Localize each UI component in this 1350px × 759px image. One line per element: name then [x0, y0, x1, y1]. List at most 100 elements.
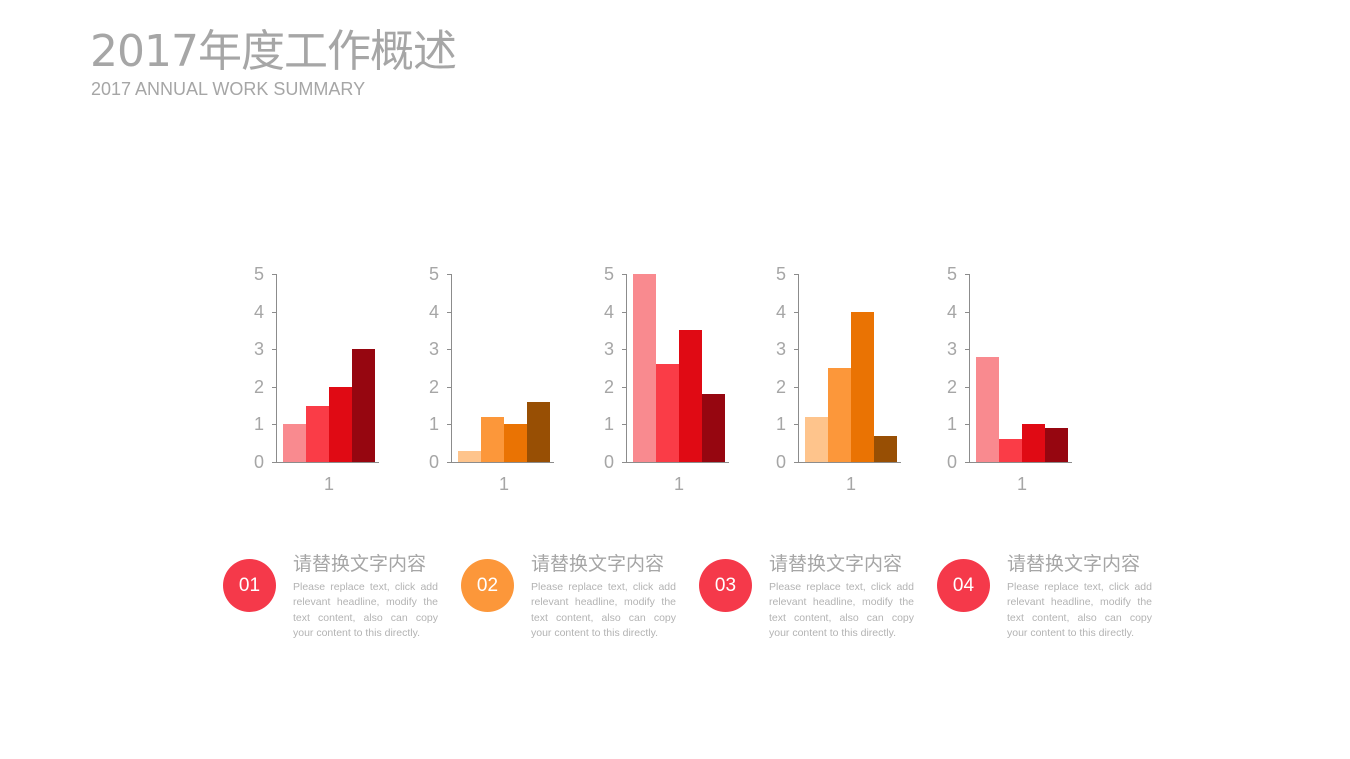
y-tick-label: 1 — [253, 414, 264, 435]
bar-series-1 — [805, 416, 828, 462]
bar-series-3 — [1022, 424, 1045, 462]
y-axis — [276, 274, 277, 463]
x-axis — [969, 462, 1072, 463]
y-axis — [626, 274, 627, 463]
bar-chart-3: 0 1 2 3 4 5 1 — [590, 260, 760, 500]
item-heading: 请替换文字内容 — [1007, 553, 1141, 575]
bar-series-3 — [329, 386, 352, 462]
y-tick-mark — [622, 274, 627, 275]
y-tick-mark — [794, 311, 799, 313]
y-tick-mark — [272, 311, 277, 313]
bar-chart-2: 0 1 2 3 4 5 1 — [415, 260, 585, 500]
item-heading: 请替换文字内容 — [769, 553, 903, 575]
y-tick-label: 1 — [428, 414, 439, 435]
bar-series-3 — [679, 330, 702, 462]
plot-area — [805, 274, 897, 462]
y-tick-mark — [447, 462, 452, 463]
number-badge: 02 — [461, 559, 514, 612]
y-axis — [798, 274, 799, 463]
x-tick-label: 1 — [323, 474, 334, 494]
y-tick-mark — [965, 462, 970, 463]
bar-series-3 — [504, 424, 527, 462]
y-tick-mark — [622, 349, 627, 351]
y-tick-label: 0 — [603, 452, 614, 472]
bar-series-1 — [283, 424, 306, 462]
summary-item-2: 02 请替换文字内容 Please replace text, click ad… — [453, 548, 693, 648]
bar-chart-4: 0 1 2 3 4 5 1 — [762, 260, 932, 500]
y-tick-label: 1 — [603, 414, 614, 435]
y-tick-label: 2 — [775, 376, 786, 397]
y-tick-mark — [622, 462, 627, 463]
bar-series-4 — [527, 401, 550, 462]
y-tick-label: 5 — [946, 264, 957, 284]
y-tick-label: 4 — [253, 301, 264, 322]
bar-series-4 — [874, 435, 897, 462]
number-badge: 01 — [223, 559, 276, 612]
y-tick-mark — [272, 274, 277, 275]
summary-item-1: 01 请替换文字内容 Please replace text, click ad… — [215, 548, 455, 648]
bar-chart-5: 0 1 2 3 4 5 1 — [933, 260, 1103, 500]
item-description: Please replace text, click add relevant … — [531, 581, 676, 640]
bar-series-4 — [1045, 428, 1068, 462]
item-description: Please replace text, click add relevant … — [293, 581, 438, 640]
y-tick-mark — [965, 386, 970, 388]
page-subtitle: 2017 ANNUAL WORK SUMMARY — [91, 79, 366, 99]
y-tick-mark — [622, 311, 627, 313]
y-tick-mark — [794, 274, 799, 275]
plot-area — [633, 274, 725, 462]
y-tick-mark — [622, 424, 627, 426]
y-tick-label: 2 — [946, 376, 957, 397]
x-tick-label: 1 — [498, 474, 509, 494]
bar-series-4 — [352, 349, 375, 462]
x-tick-label: 1 — [673, 474, 684, 494]
y-tick-label: 0 — [428, 452, 439, 472]
bar-series-1 — [458, 450, 481, 462]
item-heading: 请替换文字内容 — [293, 553, 427, 575]
plot-area — [283, 274, 375, 462]
bar-series-4 — [702, 394, 725, 462]
y-tick-mark — [447, 424, 452, 426]
y-tick-label: 4 — [603, 301, 614, 322]
y-tick-mark — [794, 424, 799, 426]
item-heading: 请替换文字内容 — [531, 553, 665, 575]
y-tick-label: 0 — [775, 452, 786, 472]
x-axis — [451, 462, 554, 463]
y-tick-mark — [965, 274, 970, 275]
page-title: 2017年度工作概述 — [90, 26, 457, 77]
x-axis — [276, 462, 379, 463]
summary-item-4: 04 请替换文字内容 Please replace text, click ad… — [929, 548, 1169, 648]
y-tick-mark — [272, 349, 277, 351]
number-badge: 03 — [699, 559, 752, 612]
y-tick-mark — [622, 386, 627, 388]
y-tick-label: 0 — [253, 452, 264, 472]
bar-series-2 — [828, 368, 851, 462]
bar-series-3 — [851, 311, 874, 462]
summary-item-3: 03 请替换文字内容 Please replace text, click ad… — [691, 548, 931, 648]
y-tick-label: 4 — [428, 301, 439, 322]
y-tick-mark — [965, 349, 970, 351]
y-tick-label: 0 — [946, 452, 957, 472]
y-tick-mark — [965, 424, 970, 426]
y-tick-mark — [272, 424, 277, 426]
bar-series-1 — [976, 356, 999, 462]
y-tick-mark — [794, 386, 799, 388]
bar-series-2 — [656, 364, 679, 462]
bar-series-1 — [633, 274, 656, 462]
y-tick-label: 2 — [428, 376, 439, 397]
y-tick-label: 2 — [253, 376, 264, 397]
y-tick-label: 5 — [253, 264, 264, 284]
bar-series-2 — [306, 405, 329, 462]
y-tick-mark — [447, 311, 452, 313]
item-description: Please replace text, click add relevant … — [1007, 581, 1152, 640]
plot-area — [976, 274, 1068, 462]
y-tick-label: 3 — [428, 339, 439, 360]
y-axis — [451, 274, 452, 463]
bar-series-2 — [999, 439, 1022, 462]
y-tick-label: 5 — [428, 264, 439, 284]
y-tick-mark — [794, 462, 799, 463]
y-tick-label: 1 — [775, 414, 786, 435]
x-axis — [798, 462, 901, 463]
y-tick-mark — [447, 386, 452, 388]
y-axis — [969, 274, 970, 463]
y-tick-mark — [272, 386, 277, 388]
